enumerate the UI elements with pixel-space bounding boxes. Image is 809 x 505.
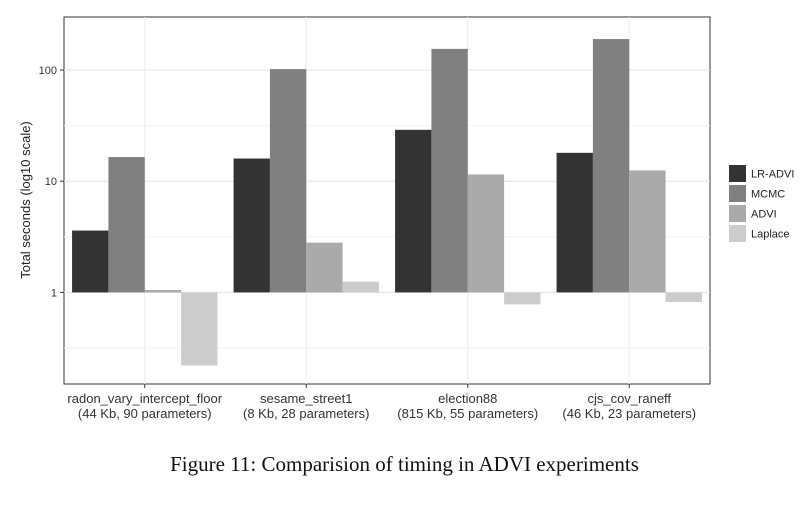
bar-lr-advi-0: [72, 230, 109, 293]
bar-advi-0: [144, 290, 182, 293]
legend-label-advi: ADVI: [751, 209, 777, 221]
x-category-sublabel: (46 Kb, 23 parameters): [562, 406, 696, 421]
bar-mcmc-1: [269, 69, 307, 293]
y-tick-label: 100: [39, 65, 57, 77]
legend-swatch-laplace: [729, 225, 746, 242]
bar-lr-advi-1: [233, 158, 270, 293]
bar-advi-2: [467, 174, 505, 293]
x-category-label: radon_vary_intercept_floor: [67, 391, 222, 406]
bar-advi-1: [306, 242, 343, 293]
bar-chart: 1 10 100 radon_vary_intercept_floor(44 Kb,…: [18, 16, 794, 421]
bar-laplace-3: [665, 292, 702, 302]
legend-swatch-mcmc: [729, 185, 746, 202]
legend-swatch-advi: [729, 205, 746, 222]
x-category-sublabel: (815 Kb, 55 parameters): [397, 406, 538, 421]
bar-mcmc-2: [431, 48, 468, 293]
x-category-label: cjs_cov_raneff: [587, 391, 671, 406]
bar-mcmc-3: [592, 39, 630, 293]
legend-label-mcmc: MCMC: [751, 189, 785, 201]
y-tick-label: 1: [51, 287, 57, 299]
y-tick-label: 10: [45, 176, 57, 188]
y-axis-ticks: 1 10 100: [39, 65, 64, 299]
legend-label-laplace: Laplace: [751, 229, 790, 241]
bar-laplace-2: [504, 292, 541, 305]
x-category-label: election88: [438, 391, 497, 406]
bar-laplace-1: [342, 281, 379, 293]
x-category-sublabel: (44 Kb, 90 parameters): [78, 406, 212, 421]
bars: [72, 39, 702, 366]
legend: LR-ADVI MCMC ADVI Laplace: [729, 165, 794, 242]
bar-laplace-0: [181, 292, 218, 366]
legend-swatch-lr-advi: [729, 165, 746, 182]
bar-advi-3: [629, 170, 666, 293]
bar-mcmc-0: [108, 157, 145, 293]
x-category-label: sesame_street1: [260, 391, 353, 406]
x-axis-labels: radon_vary_intercept_floor(44 Kb, 90 par…: [67, 384, 696, 421]
legend-label-lr-advi: LR-ADVI: [751, 169, 794, 181]
bar-lr-advi-2: [395, 129, 432, 293]
bar-lr-advi-3: [556, 152, 593, 293]
figure-caption: Figure 11: Comparision of timing in ADVI…: [170, 452, 639, 476]
y-axis-title: Total seconds (log10 scale): [18, 121, 33, 279]
x-category-sublabel: (8 Kb, 28 parameters): [243, 406, 369, 421]
